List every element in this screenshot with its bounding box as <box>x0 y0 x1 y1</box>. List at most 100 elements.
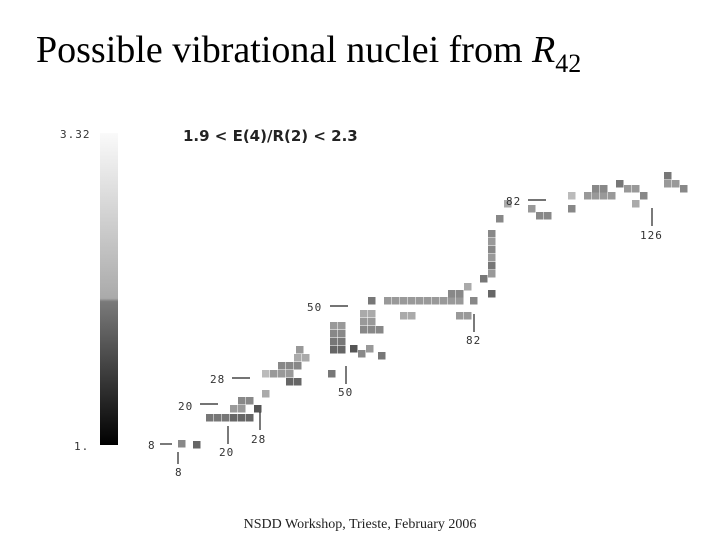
nuclide-cell <box>624 185 632 193</box>
nuclide-cell <box>368 326 376 334</box>
nuclide-cell <box>632 185 640 193</box>
nuclide-cell <box>368 310 376 318</box>
nuclide-cell <box>632 200 640 208</box>
nuclide-cell <box>262 390 270 398</box>
nuclide-cell <box>368 297 376 305</box>
magic-label: 50 <box>338 386 353 399</box>
nuclide-cell <box>480 275 488 283</box>
title-symbol: R <box>531 29 555 71</box>
magic-label: 50 <box>307 301 322 314</box>
nuclide-cell <box>536 212 544 220</box>
nuclide-cell <box>600 192 608 200</box>
colorbar-max: 3.32 <box>60 128 91 141</box>
colorbar <box>100 133 118 445</box>
nuclide-cell <box>294 378 302 386</box>
nuclide-cell <box>568 205 576 213</box>
nuclide-cell <box>358 350 366 358</box>
nuclide-cell <box>456 312 464 320</box>
nuclide-cell <box>238 405 246 413</box>
nuclide-cell <box>222 414 230 422</box>
nuclide-cell <box>608 192 616 200</box>
nuclide-cell <box>262 370 270 378</box>
nuclide-cell <box>456 290 464 298</box>
nuclide-cell <box>448 290 456 298</box>
nuclide-cell <box>470 297 478 305</box>
magic-label: 82 <box>506 195 521 208</box>
nuclide-cell <box>238 397 246 405</box>
nuclide-cell <box>496 215 504 223</box>
nuclide-cell <box>456 297 464 305</box>
nuclide-cell <box>416 297 424 305</box>
nuclide-cell <box>270 370 278 378</box>
title-subscript: 42 <box>555 49 581 78</box>
nuclide-cell <box>600 185 608 193</box>
nuclide-cell <box>488 262 496 270</box>
nuclide-cell <box>584 192 592 200</box>
nuclide-cell <box>592 192 600 200</box>
nuclide-cell <box>448 297 456 305</box>
nuclide-cell <box>286 362 294 370</box>
nuclide-cell <box>424 297 432 305</box>
magic-label: 28 <box>210 373 225 386</box>
nuclide-cell <box>640 192 648 200</box>
nuclide-cell <box>664 180 672 188</box>
colorbar-min: 1. <box>74 440 89 453</box>
nuclide-cell <box>360 326 368 334</box>
nuclide-cell <box>294 362 302 370</box>
nuclide-cell <box>488 230 496 238</box>
nuclide-cell <box>568 192 576 200</box>
nuclide-cell <box>330 330 338 338</box>
nuclide-cell <box>278 362 286 370</box>
nuclide-cell <box>528 205 536 213</box>
nuclide-cell <box>178 440 186 448</box>
nuclide-cell <box>296 346 304 354</box>
nuclide-cell <box>302 354 310 362</box>
nuclide-cell <box>664 172 672 180</box>
nuclide-cell <box>464 312 472 320</box>
nuclide-cell <box>338 330 346 338</box>
magic-label: 20 <box>178 400 193 413</box>
nuclide-cell <box>193 441 201 449</box>
magic-label: 8 <box>148 439 156 452</box>
nuclide-cell <box>488 238 496 246</box>
nuclide-cell <box>294 354 302 362</box>
nuclide-cell <box>544 212 552 220</box>
nuclide-cell <box>286 370 294 378</box>
nuclide-cells <box>178 172 688 449</box>
nuclide-cell <box>360 310 368 318</box>
nuclide-cell <box>338 346 346 354</box>
nuclide-cell <box>432 297 440 305</box>
nuclide-cell <box>408 297 416 305</box>
nuclide-cell <box>254 405 262 413</box>
slide-title: Possible vibrational nuclei from R42 <box>36 29 581 78</box>
nuclide-cell <box>504 200 512 208</box>
nuclide-cell <box>400 312 408 320</box>
nuclide-cell <box>278 370 286 378</box>
nuclide-cell <box>488 246 496 254</box>
nuclide-cell <box>328 370 336 378</box>
nuclide-cell <box>360 318 368 326</box>
nuclide-cell <box>488 254 496 262</box>
magic-label: 126 <box>640 229 663 242</box>
nuclide-cell <box>238 414 246 422</box>
nuclide-cell <box>330 322 338 330</box>
nuclide-cell <box>366 345 374 353</box>
nuclide-cell <box>680 185 688 193</box>
chart-label: 1.9 < E(4)/R(2) < 2.3 <box>183 127 358 145</box>
magic-label: 20 <box>219 446 234 459</box>
nuclide-cell <box>488 290 496 298</box>
nuclide-cell <box>330 346 338 354</box>
nuclide-cell <box>376 326 384 334</box>
magic-label: 82 <box>466 334 481 347</box>
nuclide-cell <box>616 180 624 188</box>
nuclide-cell <box>286 378 294 386</box>
footer: NSDD Workshop, Trieste, February 2006 <box>244 517 477 532</box>
nuclide-cell <box>488 270 496 278</box>
magic-label: 28 <box>251 433 266 446</box>
nuclide-cell <box>230 414 238 422</box>
nuclide-cell <box>592 185 600 193</box>
nuclide-cell <box>672 180 680 188</box>
nuclide-cell <box>378 352 386 360</box>
nuclide-cell <box>214 414 222 422</box>
